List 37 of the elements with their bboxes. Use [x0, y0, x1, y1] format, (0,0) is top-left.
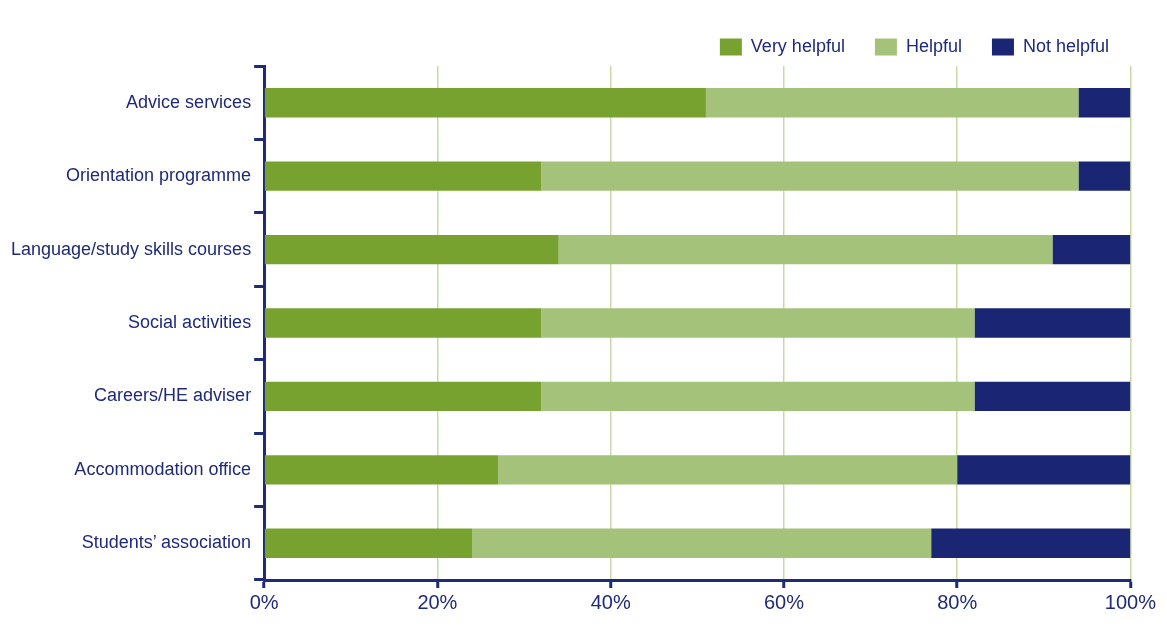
bar — [974, 381, 1131, 412]
bar — [931, 528, 1131, 558]
y-tick-label: Language/study skills courses — [10, 238, 252, 259]
y-tick-label: Accommodation office — [74, 458, 252, 479]
y-tick-label: Careers/HE adviser — [94, 385, 252, 406]
bar — [264, 234, 559, 265]
y-tick-label: Students’ association — [81, 532, 252, 553]
bar — [705, 88, 1079, 118]
bar — [541, 308, 975, 338]
bar — [498, 455, 958, 485]
bar — [472, 528, 932, 558]
bar — [974, 308, 1131, 338]
x-tick-label: 80% — [937, 590, 978, 613]
bar — [264, 455, 499, 485]
legend-label: Helpful — [905, 35, 962, 56]
bar — [1078, 161, 1131, 191]
bar — [541, 381, 975, 412]
bar — [264, 308, 542, 338]
bar — [1052, 234, 1131, 265]
bar — [264, 161, 542, 191]
y-tick-label: Social activities — [128, 311, 252, 332]
x-tick-label: 20% — [417, 590, 458, 613]
x-tick-label: 100% — [1104, 590, 1157, 613]
bar — [541, 161, 1079, 191]
x-tick-label: 40% — [590, 590, 631, 613]
bar — [264, 381, 542, 412]
legend-label: Not helpful — [1022, 35, 1110, 56]
x-tick-label: 0% — [249, 590, 279, 613]
bar — [957, 455, 1131, 485]
legend-label: Very helpful — [750, 35, 845, 56]
y-tick-label: Advice services — [126, 91, 252, 112]
y-tick-label: Orientation programme — [66, 165, 252, 186]
bar — [264, 88, 706, 118]
bar — [1078, 88, 1131, 118]
bar — [558, 234, 1053, 265]
bar — [264, 528, 473, 558]
x-tick-label: 60% — [763, 590, 805, 613]
